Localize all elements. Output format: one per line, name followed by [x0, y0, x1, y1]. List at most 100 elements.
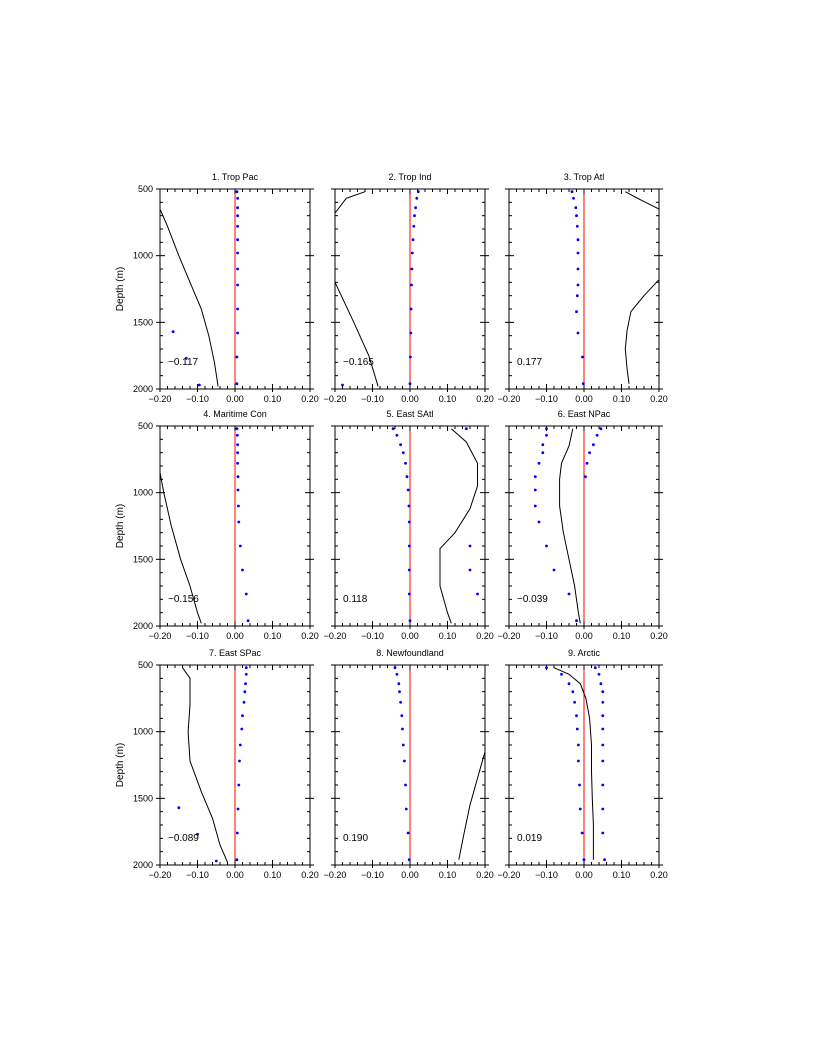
data-point: [242, 700, 246, 704]
data-point: [237, 504, 240, 508]
x-tick-label: −0.20: [498, 870, 521, 880]
x-tick-label: −0.10: [186, 870, 209, 880]
data-point: [584, 475, 587, 479]
y-tick-label: 2000: [133, 621, 153, 631]
data-point: [545, 666, 548, 670]
data-point: [578, 783, 581, 787]
data-point: [413, 214, 416, 218]
data-point: [541, 443, 545, 447]
data-point: [601, 831, 605, 835]
data-point: [235, 190, 239, 194]
data-point: [241, 714, 244, 718]
data-point: [573, 700, 576, 704]
data-point: [401, 727, 404, 731]
data-point: [400, 714, 404, 718]
data-point: [235, 427, 239, 431]
data-point: [578, 807, 582, 811]
data-point: [409, 331, 413, 335]
panel-3: 3. Trop Atl −0.20 −0.10 0.00 0.10 0.20 0.177: [498, 172, 668, 404]
data-point: [393, 666, 397, 670]
data-point: [412, 224, 416, 228]
data-point: [406, 831, 410, 835]
x-tick-label: 0.20: [650, 394, 668, 404]
x-tick-label: 0.20: [476, 394, 494, 404]
x-tick-label: 0.20: [650, 631, 668, 641]
profile-line: [439, 428, 478, 624]
y-tick-label: 1000: [133, 488, 153, 498]
data-point: [576, 267, 580, 271]
x-tick-label: −0.20: [498, 631, 521, 641]
data-point: [238, 743, 242, 747]
data-point: [403, 759, 406, 763]
data-point: [235, 355, 239, 359]
data-point: [468, 568, 472, 572]
panel-value: −0.156: [168, 594, 199, 605]
data-point: [404, 783, 407, 787]
panel-6: 6. East NPac −0.20 −0.10 0.00 0.10 0.20 −0.039: [498, 409, 668, 641]
x-tick-label: 0.20: [301, 394, 319, 404]
x-tick-label: −0.20: [324, 631, 347, 641]
y-tick-label: 500: [138, 421, 153, 431]
data-point: [601, 700, 605, 704]
x-tick-label: 0.00: [401, 394, 419, 404]
x-tick-label: −0.10: [186, 394, 209, 404]
data-point: [575, 714, 578, 718]
x-tick-label: −0.20: [149, 394, 172, 404]
data-point: [405, 475, 409, 479]
x-tick-label: 0.00: [575, 870, 593, 880]
data-point: [409, 355, 412, 359]
data-point: [580, 831, 584, 835]
x-tick-label: 0.10: [439, 870, 457, 880]
x-tick-label: 0.10: [613, 394, 631, 404]
panel-title: 9. Arctic: [568, 648, 601, 658]
data-point: [407, 520, 411, 524]
panel-title: 4. Maritime Con: [203, 409, 267, 419]
data-point: [397, 682, 401, 686]
data-point: [391, 427, 395, 431]
panel-2: 2. Trop Ind −0.20 −0.10 0.00 0.10 0.20 −0.165: [324, 172, 494, 404]
data-point: [593, 666, 597, 670]
data-point: [236, 443, 240, 447]
y-tick-label: 500: [138, 184, 153, 194]
panel-title: 2. Trop Ind: [388, 172, 431, 182]
data-point: [575, 214, 578, 218]
data-point: [588, 451, 591, 455]
data-point: [235, 831, 239, 835]
data-point: [398, 690, 401, 694]
data-point: [184, 356, 188, 360]
data-point: [576, 331, 580, 335]
data-point: [582, 858, 586, 862]
data-point: [407, 504, 411, 508]
data-point: [570, 190, 574, 194]
data-point: [236, 214, 240, 218]
x-tick-label: −0.10: [535, 631, 558, 641]
data-point: [238, 759, 241, 763]
panel-value: −0.165: [343, 357, 374, 368]
data-point: [409, 307, 413, 311]
y-tick-label: 1500: [133, 793, 153, 803]
x-tick-label: 0.20: [476, 631, 494, 641]
data-point: [236, 238, 240, 242]
panel-title: 3. Trop Atl: [564, 172, 605, 182]
x-tick-label: 0.00: [401, 870, 419, 880]
y-tick-label: 1500: [133, 317, 153, 327]
data-point: [545, 433, 548, 437]
data-point: [404, 807, 408, 811]
data-point: [214, 859, 218, 863]
panel-4: 4. Maritime Con −0.20 −0.10 0.00 0.10 0.20 500…: [115, 409, 319, 641]
data-point: [545, 427, 548, 431]
profile-line: [159, 472, 202, 624]
data-point: [244, 666, 248, 670]
data-point: [601, 727, 605, 731]
data-point: [545, 544, 548, 548]
y-tick-label: 1000: [133, 251, 153, 261]
data-point: [572, 196, 575, 200]
data-point: [575, 294, 579, 298]
data-point: [575, 310, 578, 314]
y-axis-label: Depth (m): [115, 267, 126, 311]
data-point: [560, 672, 563, 676]
panel-value: 0.190: [343, 833, 368, 844]
data-point: [236, 307, 240, 311]
data-point: [577, 743, 580, 747]
